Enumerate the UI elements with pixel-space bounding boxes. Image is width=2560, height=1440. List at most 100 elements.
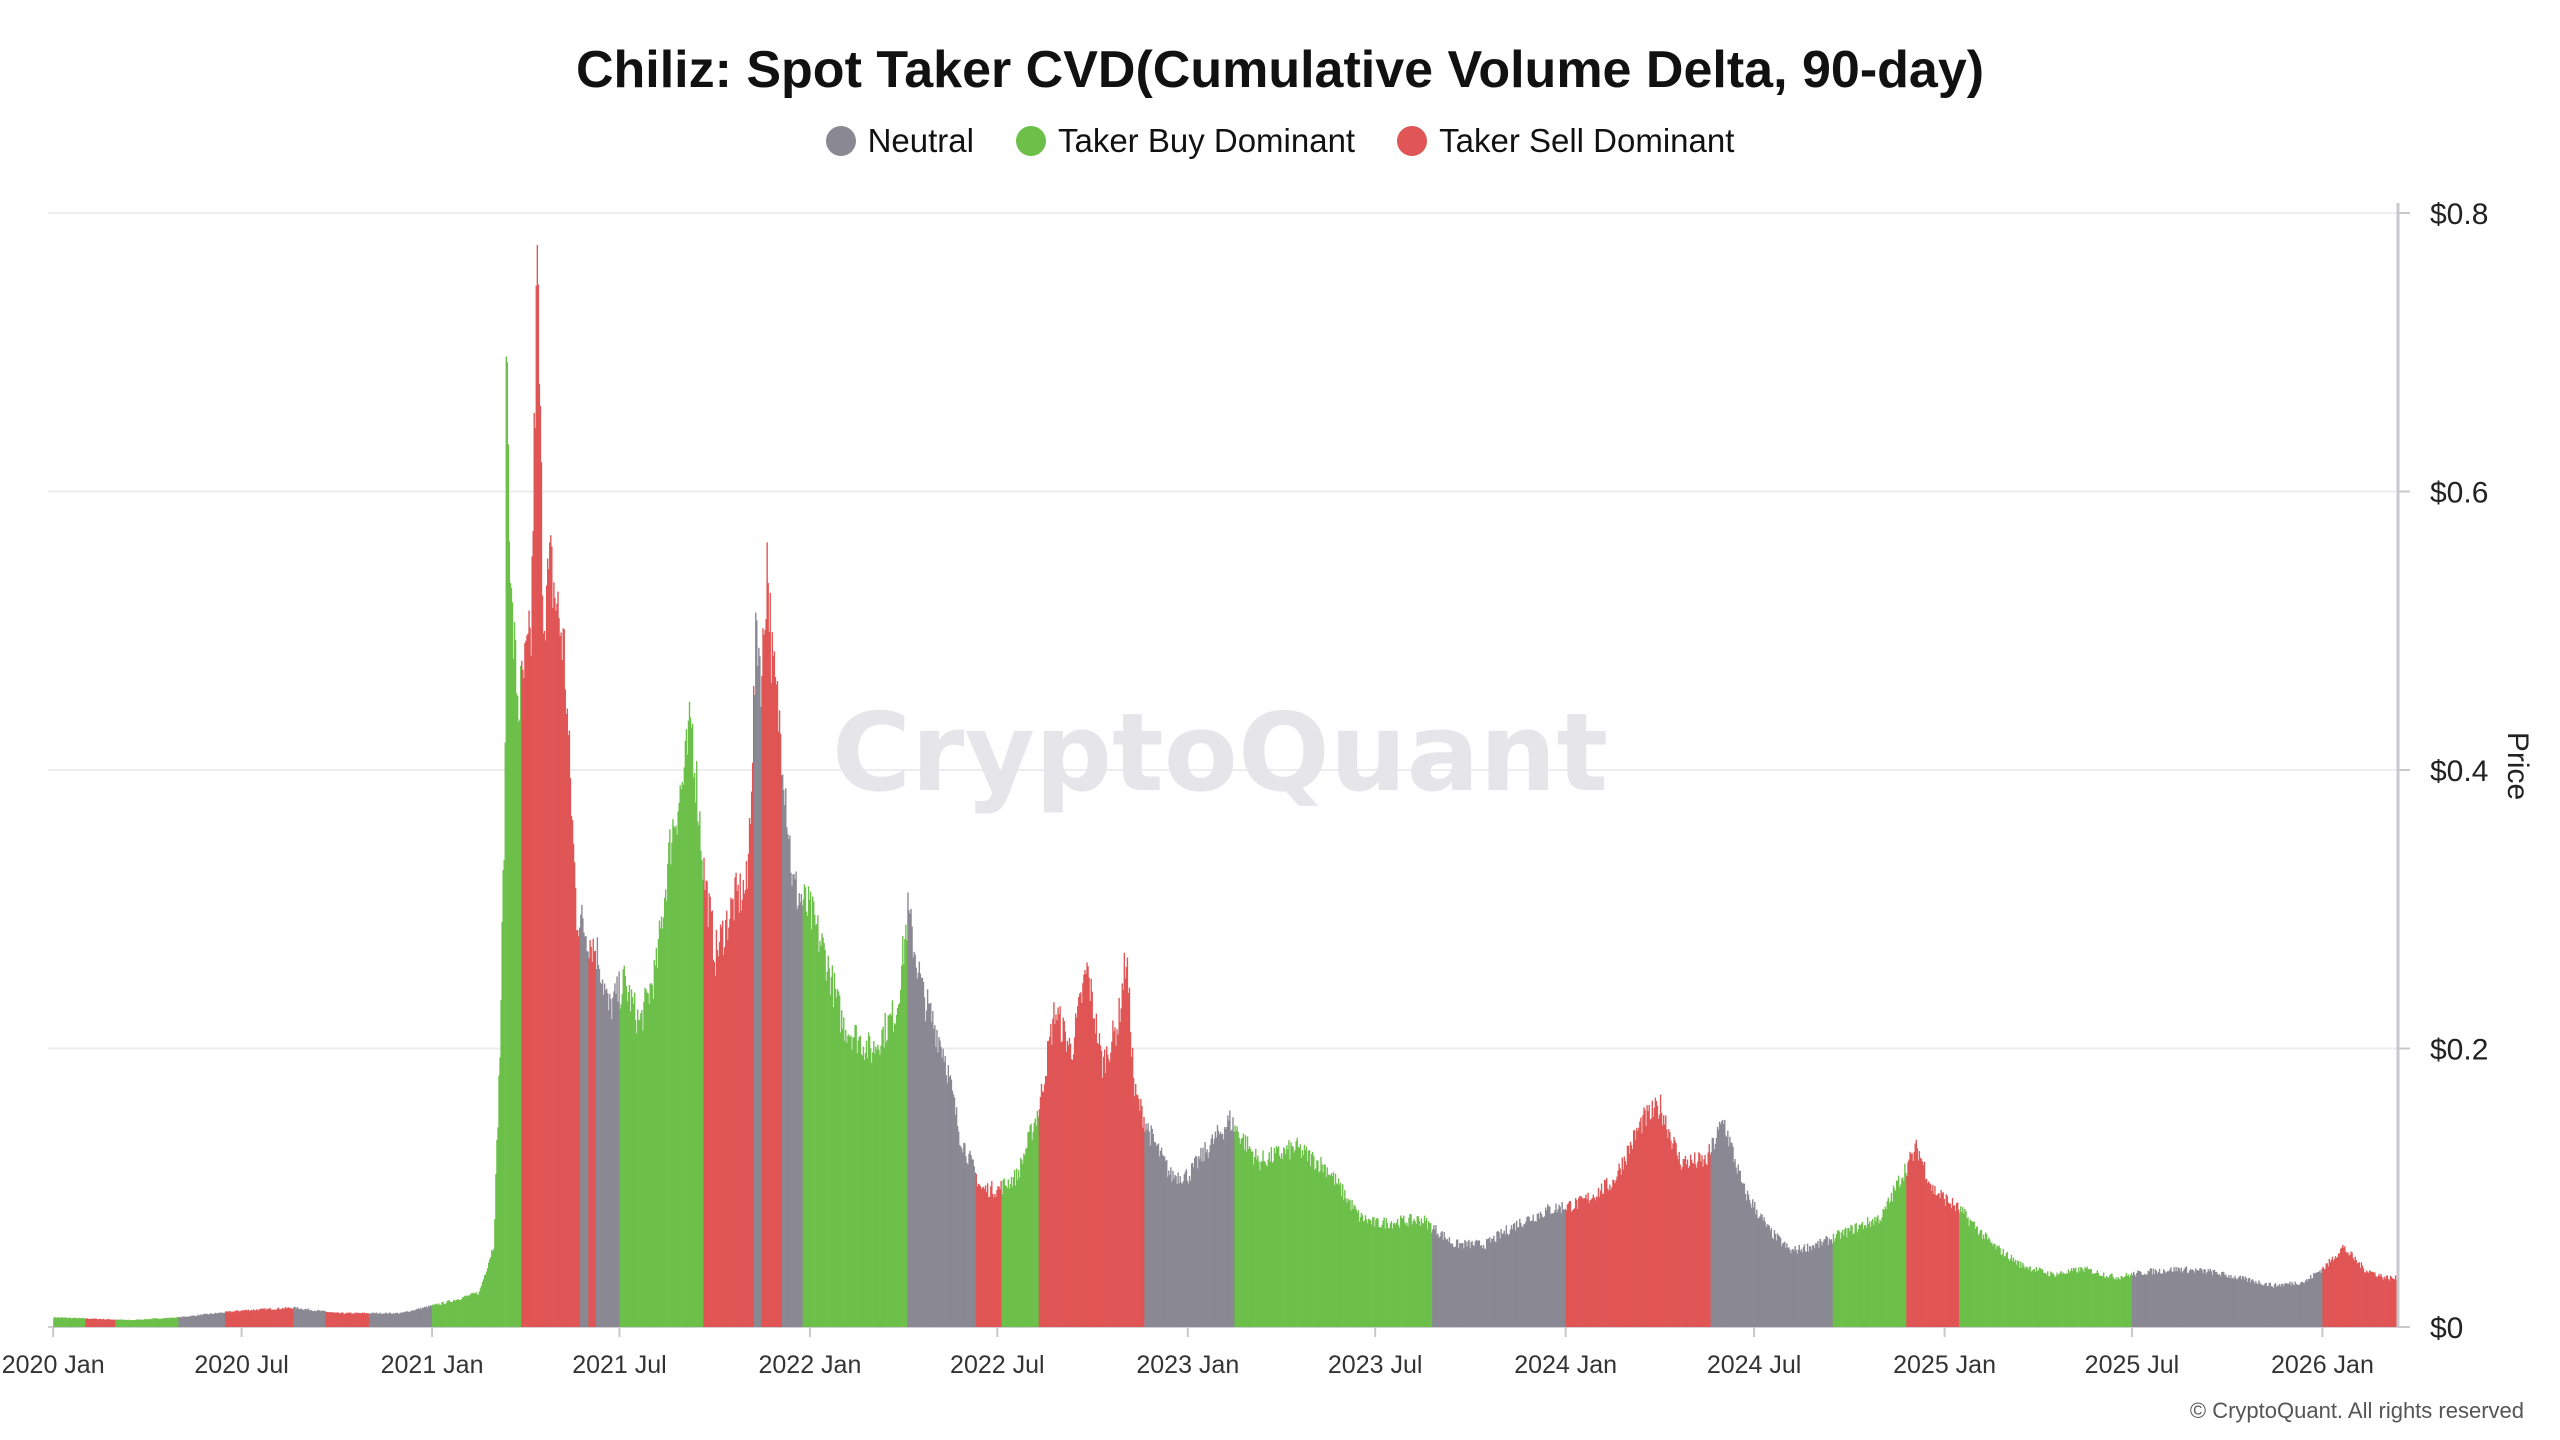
price-bar-buy bbox=[1422, 1223, 1425, 1327]
price-bar-neutral bbox=[1470, 1242, 1472, 1327]
price-bar-neutral bbox=[941, 1057, 943, 1327]
price-bar-sell bbox=[291, 1308, 293, 1327]
legend-item-buy[interactable]: Taker Buy Dominant bbox=[1015, 122, 1355, 160]
price-bar-sell bbox=[1079, 993, 1081, 1327]
price-bar-neutral bbox=[1509, 1229, 1512, 1327]
price-bar-neutral bbox=[2203, 1269, 2205, 1327]
price-bar-neutral bbox=[1155, 1145, 1158, 1327]
price-bar-neutral bbox=[1466, 1246, 1468, 1327]
price-bar-buy bbox=[466, 1296, 468, 1327]
price-bar-sell bbox=[534, 427, 536, 1327]
price-bar-buy bbox=[2128, 1277, 2131, 1327]
price-bar-neutral bbox=[2307, 1278, 2310, 1327]
price-bar-neutral bbox=[1479, 1246, 1482, 1327]
price-bar-buy bbox=[1988, 1237, 1990, 1327]
price-bar-neutral bbox=[1712, 1138, 1715, 1327]
price-bar-sell bbox=[565, 713, 568, 1327]
price-bar-buy bbox=[2075, 1267, 2077, 1327]
legend-item-neutral[interactable]: Neutral bbox=[825, 122, 974, 160]
price-bar-sell bbox=[1106, 1046, 1108, 1327]
price-bar-neutral bbox=[1520, 1222, 1522, 1327]
price-bar-sell bbox=[1645, 1125, 1647, 1327]
price-bar-buy bbox=[661, 928, 664, 1327]
price-bar-buy bbox=[2019, 1267, 2021, 1327]
price-bar-buy bbox=[853, 1037, 855, 1327]
price-bar-neutral bbox=[781, 774, 784, 1327]
price-bar-buy bbox=[1378, 1227, 1380, 1327]
legend-item-sell[interactable]: Taker Sell Dominant bbox=[1397, 122, 1734, 160]
price-bar-neutral bbox=[1806, 1243, 1809, 1327]
price-bar-neutral bbox=[387, 1313, 389, 1327]
price-bar-buy bbox=[1022, 1163, 1024, 1327]
x-tick-label: 2020 Jul bbox=[194, 1351, 289, 1379]
price-bar-buy bbox=[1021, 1159, 1023, 1327]
price-bar-sell bbox=[1943, 1199, 1945, 1327]
price-bar-neutral bbox=[1537, 1213, 1540, 1327]
price-bar-buy bbox=[2039, 1268, 2042, 1327]
price-bar-sell bbox=[1919, 1157, 1922, 1327]
price-bar-neutral bbox=[1757, 1218, 1759, 1327]
price-bar-neutral bbox=[1774, 1234, 1777, 1327]
price-bar-sell bbox=[1610, 1189, 1612, 1327]
price-bar-neutral bbox=[608, 1010, 610, 1327]
price-bar-sell bbox=[573, 862, 576, 1327]
x-tick-label: 2025 Jul bbox=[2085, 1351, 2180, 1379]
price-bar-neutral bbox=[2263, 1284, 2265, 1327]
y-axis-label: Price bbox=[2501, 732, 2534, 800]
price-bar-neutral bbox=[411, 1311, 413, 1327]
price-bar-neutral bbox=[1199, 1159, 1201, 1327]
price-bar-sell bbox=[1049, 1036, 1051, 1327]
price-bar-sell bbox=[2369, 1270, 2371, 1327]
price-bar-neutral bbox=[1828, 1238, 1831, 1327]
price-bar-buy bbox=[2027, 1269, 2029, 1327]
price-bar-sell bbox=[537, 284, 540, 1328]
price-bar-buy bbox=[143, 1319, 145, 1327]
price-bar-neutral bbox=[2138, 1270, 2140, 1327]
price-bar-buy bbox=[2016, 1264, 2018, 1327]
price-bar-sell bbox=[1944, 1205, 1946, 1327]
price-bar-neutral bbox=[188, 1316, 191, 1327]
price-bar-neutral bbox=[1728, 1146, 1730, 1327]
price-bar-buy bbox=[1385, 1218, 1387, 1327]
price-bar-buy bbox=[681, 781, 683, 1327]
price-bar-neutral bbox=[1481, 1248, 1484, 1327]
price-bar-sell bbox=[541, 595, 544, 1327]
price-bar-sell bbox=[989, 1196, 991, 1327]
price-bar-neutral bbox=[800, 894, 803, 1327]
price-bar-sell bbox=[554, 597, 556, 1327]
price-bar-buy bbox=[2023, 1265, 2025, 1327]
price-bar-neutral bbox=[376, 1312, 378, 1327]
y-tick-label: $0.4 bbox=[2430, 755, 2488, 788]
price-bar-buy bbox=[700, 850, 702, 1327]
price-bar-neutral bbox=[2229, 1278, 2231, 1327]
price-bar-neutral bbox=[908, 910, 910, 1327]
price-bar-sell bbox=[546, 558, 549, 1327]
price-bar-sell bbox=[1934, 1185, 1936, 1327]
price-bar-sell bbox=[1920, 1159, 1923, 1327]
price-bar-buy bbox=[1995, 1249, 1997, 1327]
price-bar-sell bbox=[1928, 1181, 1930, 1327]
price-bar-neutral bbox=[1456, 1239, 1459, 1327]
price-bar-sell bbox=[2376, 1277, 2378, 1327]
price-bar-buy bbox=[1417, 1216, 1420, 1327]
price-bar-sell bbox=[269, 1308, 271, 1327]
price-bar-neutral bbox=[298, 1309, 300, 1327]
price-bar-sell bbox=[1639, 1121, 1641, 1327]
price-bar-sell bbox=[728, 927, 730, 1327]
price-bar-sell bbox=[981, 1187, 984, 1327]
price-bar-buy bbox=[1963, 1213, 1965, 1327]
price-bar-sell bbox=[264, 1308, 266, 1327]
price-bar-sell bbox=[1588, 1203, 1590, 1327]
price-bar-sell bbox=[1589, 1200, 1591, 1327]
price-bar-neutral bbox=[190, 1315, 193, 1327]
price-bar-neutral bbox=[2286, 1283, 2288, 1327]
price-bar-neutral bbox=[2175, 1266, 2177, 1327]
price-bar-neutral bbox=[1161, 1154, 1164, 1327]
price-bar-buy bbox=[1359, 1217, 1362, 1327]
price-bar-buy bbox=[69, 1317, 72, 1327]
price-bar-neutral bbox=[392, 1313, 395, 1327]
price-bar-buy bbox=[2121, 1276, 2123, 1327]
price-bar-buy bbox=[903, 964, 905, 1327]
price-bar-buy bbox=[1412, 1220, 1414, 1327]
